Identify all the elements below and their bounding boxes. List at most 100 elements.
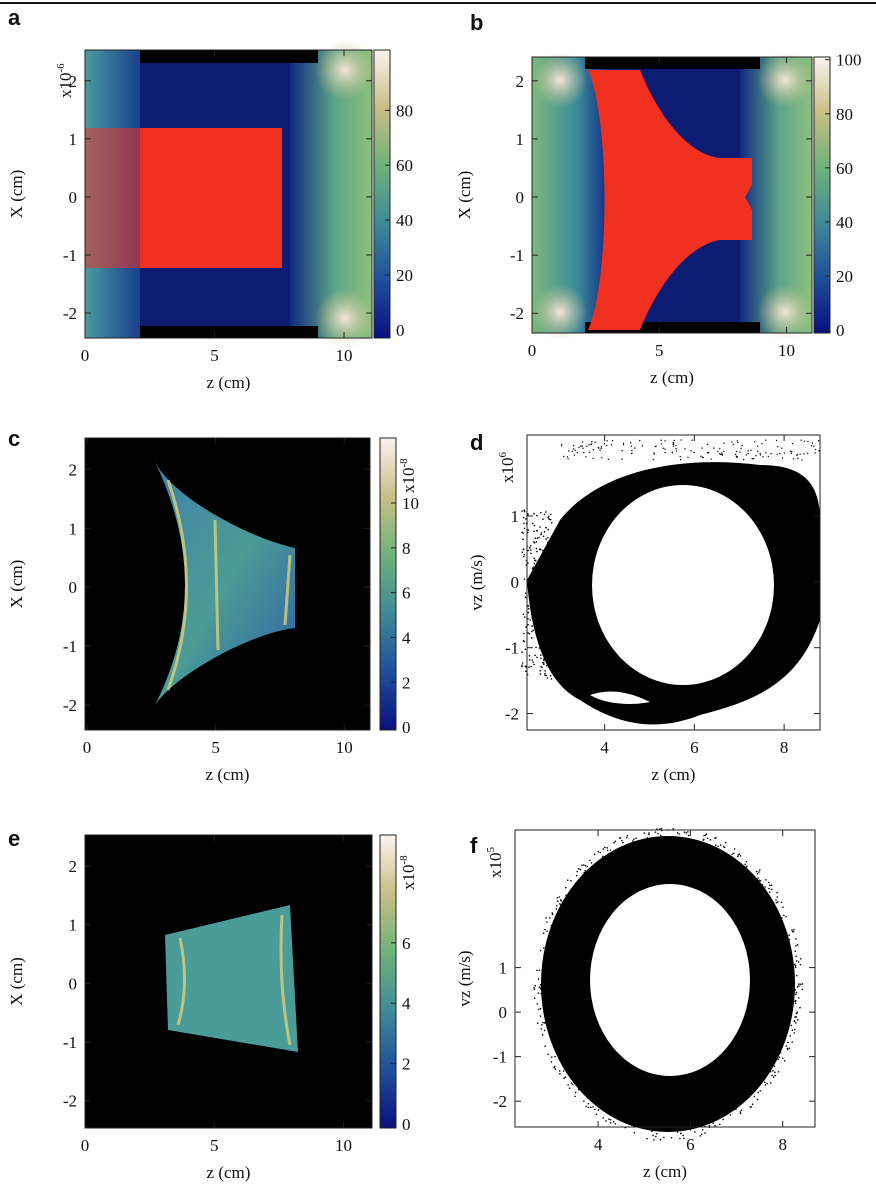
speckle [607,458,610,461]
speckle [794,966,797,969]
speckle [621,839,623,842]
speckle [630,442,632,444]
speckle [581,445,583,447]
speckle [540,992,542,995]
speckle [550,1061,553,1063]
speckle [543,1029,546,1032]
speckle [599,851,601,854]
speckle [792,458,795,460]
speckle [621,449,623,452]
speckle [672,441,674,444]
speckle [601,855,604,858]
speckle [759,452,761,455]
speckle [700,1133,703,1136]
speckle [776,453,778,455]
speckle [531,659,534,661]
speckle [633,1132,636,1134]
speckle [630,445,632,447]
speckle [524,648,527,651]
speckle [791,1029,794,1031]
speckle [553,1066,556,1069]
speckle [592,457,594,460]
colorbar-tick-label: 20 [396,266,413,285]
speckle [796,1011,799,1013]
speckle [654,445,657,448]
speckle [687,834,690,837]
speckle [685,832,688,834]
speckle [780,901,783,904]
speckle [521,665,523,668]
speckle [770,884,773,887]
speckle [543,663,545,666]
y-tick-label: 2 [69,72,78,91]
speckle [794,964,797,967]
speckle [788,934,790,936]
speckle [548,587,550,589]
speckle [673,439,675,442]
speckle [621,458,623,460]
speckle [770,888,773,891]
speckle [720,453,722,456]
speckle [799,1006,801,1009]
speckle [541,661,544,664]
speckle [540,1028,543,1030]
speckle [571,1083,574,1086]
speckle [547,604,549,607]
speckle [811,442,814,444]
speckle [680,439,682,441]
speckle [550,678,553,680]
speckle [545,538,547,540]
speckle [543,1021,546,1024]
x-tick-label: 10 [778,341,795,360]
plot-frame [531,56,813,334]
speckle [609,1122,612,1124]
speckle [745,860,748,863]
speckle [788,938,791,941]
speckle [542,633,544,636]
panel-label: c [8,426,20,451]
speckle [538,1008,540,1011]
speckle [542,630,544,633]
speckle [652,458,654,461]
speckle [545,674,548,677]
speckle [544,928,546,931]
speckle [548,917,551,919]
x-tick-label: 8 [778,1135,787,1154]
speckle [575,874,578,877]
speckle [528,586,531,589]
colorbar-tick-label: 0 [402,1115,411,1134]
y-tick-label: 0 [499,1003,508,1022]
speckle [583,451,585,454]
speckle [781,1057,784,1060]
colorbar-tick-label: 60 [836,159,853,178]
speckle [595,1113,598,1116]
colorbar-tick-label: 6 [402,934,411,953]
speckle [581,441,584,443]
speckle [546,921,548,923]
speckle [731,853,734,856]
speckle [790,452,793,455]
x-tick-label: 10 [336,346,353,365]
speckle [556,904,558,907]
speckle [541,578,544,580]
x-tick-label: 5 [655,341,664,360]
speckle [794,1022,797,1024]
speckle [791,442,794,445]
speckle [546,930,548,933]
speckle [777,1070,780,1073]
speckle [547,516,549,519]
y-tick-label: 2 [69,857,78,876]
speckle [757,877,759,879]
panel-label: e [8,826,20,851]
speckle [675,447,677,450]
speckle [791,929,793,931]
speckle [532,629,535,632]
speckle [534,609,537,612]
speckle [761,884,764,886]
exponent: x105 [485,847,505,879]
speckle [793,963,796,966]
speckle [790,1024,793,1027]
speckle [524,596,527,599]
speckle [794,989,797,991]
